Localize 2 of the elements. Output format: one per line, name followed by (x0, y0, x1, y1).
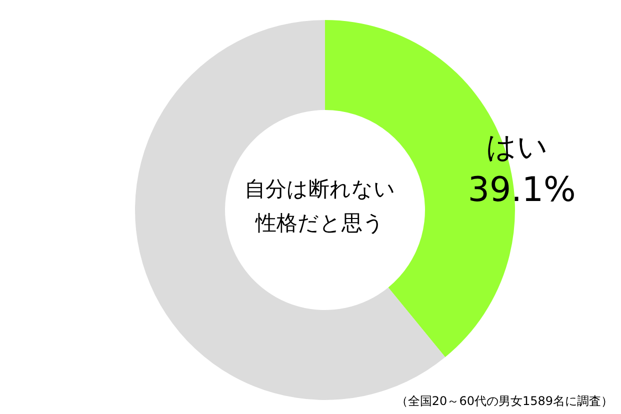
text: （全国20～60代の男女1589名に調査） (396, 393, 613, 410)
text: 自分は断れない性格だと思う (244, 176, 396, 237)
